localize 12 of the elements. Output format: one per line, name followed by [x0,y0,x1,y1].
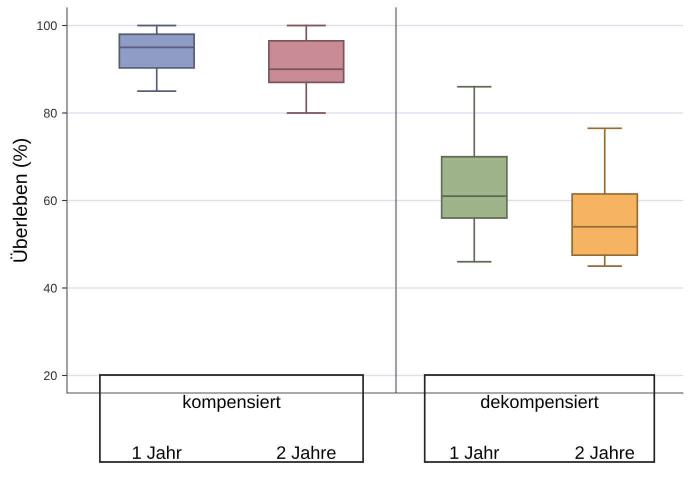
y-tick-label: 80 [44,108,57,118]
y-tick-label: 60 [44,196,57,206]
x-tick-label: 2 Jahre [277,446,336,460]
y-axis-title: Überleben (%) [10,139,31,262]
y-tick-label: 40 [44,284,57,293]
x-tick-label: 1 Jahr [133,446,182,460]
x-tick-label: 2 Jahre [576,446,634,460]
y-tick-label: 100 [37,21,57,30]
y-tick-label: 20 [44,371,57,380]
x-axis-title: dekompensiert [481,394,599,412]
x-axis-title: kompensiert [184,394,281,412]
x-tick-label: 1 Jahr [450,446,500,460]
